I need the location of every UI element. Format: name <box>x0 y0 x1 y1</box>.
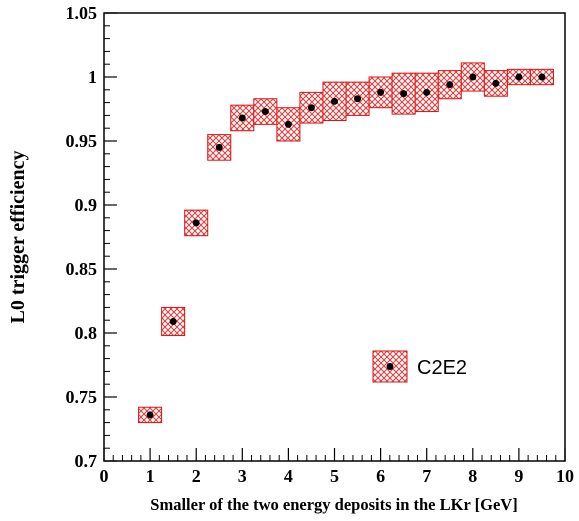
x-tick-label: 1 <box>146 466 155 486</box>
y-tick-label: 1 <box>88 67 97 87</box>
data-point <box>146 411 154 419</box>
y-tick-label: 0.85 <box>66 259 98 279</box>
data-point <box>515 73 523 81</box>
x-tick-label: 4 <box>284 466 293 486</box>
y-tick-label: 0.75 <box>66 387 98 407</box>
x-axis-title: Smaller of the two energy deposits in th… <box>150 495 517 514</box>
data-point <box>400 90 408 98</box>
x-tick-label: 0 <box>100 466 109 486</box>
data-point <box>423 88 431 96</box>
legend-marker <box>386 363 394 370</box>
x-tick-label: 9 <box>514 466 523 486</box>
x-tick-label: 5 <box>330 466 339 486</box>
data-point <box>331 97 338 105</box>
y-tick-label: 0.8 <box>75 323 98 343</box>
x-tick-label: 3 <box>238 466 247 486</box>
data-point <box>192 219 200 227</box>
data-point <box>307 104 315 112</box>
data-point <box>377 88 385 96</box>
y-tick-label: 1.05 <box>66 3 98 23</box>
data-point <box>469 73 477 81</box>
data-point <box>446 81 454 89</box>
data-point <box>215 143 223 151</box>
data-point <box>538 73 546 81</box>
legend-label: C2E2 <box>417 357 467 379</box>
y-axis-title: L0 trigger efficiency <box>7 151 29 324</box>
x-tick-label: 2 <box>192 466 201 486</box>
data-point <box>354 95 362 103</box>
x-tick-label: 7 <box>422 466 431 486</box>
y-tick-label: 0.95 <box>66 131 98 151</box>
data-point <box>284 120 292 128</box>
y-tick-label: 0.7 <box>75 451 98 471</box>
x-tick-label: 6 <box>376 466 385 486</box>
x-tick-label: 8 <box>468 466 477 486</box>
data-point <box>238 114 246 122</box>
data-point <box>492 79 500 87</box>
data-point <box>261 108 269 116</box>
data-point <box>169 317 177 325</box>
legend: C2E2 <box>372 350 467 383</box>
x-tick-label: 10 <box>556 466 574 486</box>
y-tick-label: 0.9 <box>75 195 98 215</box>
